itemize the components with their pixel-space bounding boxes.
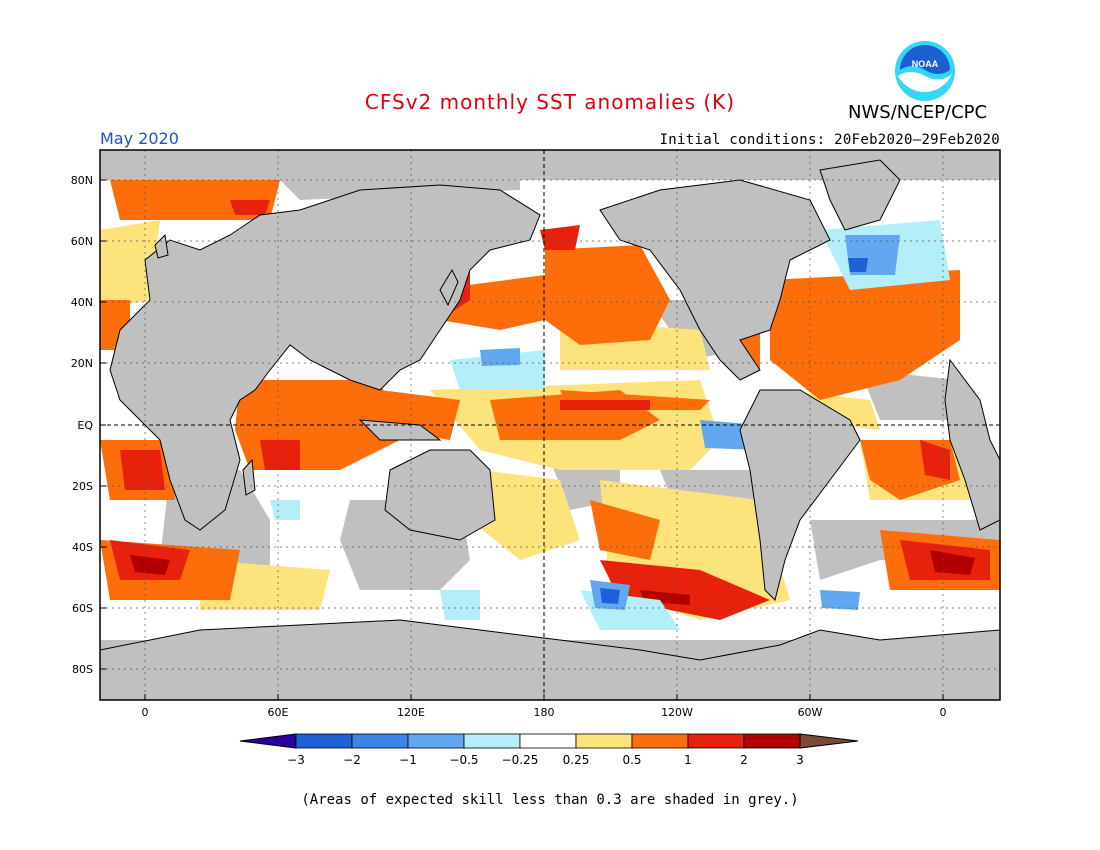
antarctica [100,619,1000,700]
lon-label: 0 [142,706,149,719]
colorbar-box [575,733,633,749]
colorbar-box [295,733,353,749]
colorbar-box [631,733,689,749]
lat-label: 60S [72,602,93,615]
colorbar-box [687,733,745,749]
lat-label: EQ [77,419,93,432]
lon-label: 120W [661,706,693,719]
lat-label: 20S [72,480,93,493]
south-america [739,389,861,601]
longitude-labels: 0 60E 120E 180 120W 60W 0 [142,694,947,719]
colorbar-box [463,733,521,749]
lon-label: 60W [798,706,823,719]
lon-label: 60E [268,706,289,719]
colorbar-box [519,733,577,749]
lat-label: 80S [72,663,93,676]
colorbar-label: −3 [287,753,305,767]
colorbar-label: 0.5 [622,753,641,767]
noaa-logo: NOAA [895,41,955,101]
lat-label: 20N [71,357,93,370]
lon-label: 180 [534,706,555,719]
skill-note: (Areas of expected skill less than 0.3 a… [301,792,799,808]
latitude-labels: 80N 60N 40N 20N EQ 20S 40S 60S 80S [71,174,106,676]
north-america [599,179,831,381]
colorbar-box [351,733,409,749]
uk [154,233,169,259]
gridlines [100,150,1000,700]
colorbar-box [743,733,801,749]
initial-conditions: Initial conditions: 20Feb2020–29Feb2020 [659,132,1000,148]
lat-label: 60N [71,235,93,248]
anomaly-cool-strong [600,258,868,604]
forecast-month: May 2020 [100,129,179,148]
colorbar-max-arrow [799,733,859,749]
australia [384,449,496,541]
colorbar-label: 0.25 [563,753,590,767]
noaa-logo-text: NOAA [912,59,939,69]
colorbar-label: −1 [399,753,417,767]
colorbar-label: −0.25 [502,753,539,767]
anomaly-warm [100,180,1000,600]
eurasia-africa [109,184,541,531]
lat-label: 40N [71,296,93,309]
colorbar-label: 2 [740,753,748,767]
lon-label: 0 [940,706,947,719]
lat-label: 40S [72,541,93,554]
japan [439,268,459,307]
map-title: CFSv2 monthly SST anomalies (K) [364,90,736,114]
africa-east [944,358,1000,531]
continents [100,159,1000,700]
colorbar-label: −2 [343,753,361,767]
lon-label: 120E [397,706,425,719]
colorbar-box [407,733,465,749]
colorbar-label: 3 [796,753,804,767]
agency-label: NWS/NCEP/CPC [848,102,988,123]
colorbar-label: −0.5 [449,753,478,767]
greenland [819,159,901,231]
colorbar-label: 1 [684,753,692,767]
lat-label: 80N [71,174,93,187]
colorbar-min-arrow [239,733,297,749]
anomaly-warm-extreme [130,550,975,605]
